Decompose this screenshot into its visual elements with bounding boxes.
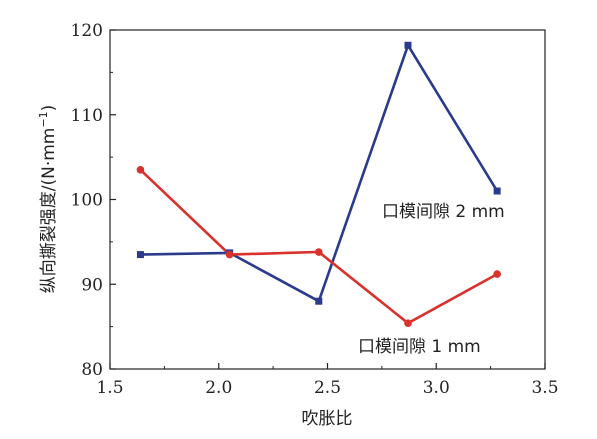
plot-area-frame [109, 29, 546, 370]
series-lines [139, 42, 499, 325]
series-label-1mm: 口模间隙 1 mm [358, 337, 481, 357]
y-axis-title-close: ) [39, 105, 59, 112]
x-tick-label: 3.5 [531, 378, 558, 398]
series-0-point [493, 187, 501, 195]
series-0-point [136, 251, 144, 259]
x-tick-label: 2.5 [314, 378, 341, 398]
axis-ticks: 1.5 2.0 2.5 3.0 3.5 80 90 100 110 120 [71, 21, 559, 398]
series-markers [136, 41, 501, 328]
y-axis-title: 纵向撕裂强度/(N·mm−1) [37, 105, 59, 293]
x-tick-label: 2.0 [205, 378, 232, 398]
series-label-2mm: 口模间隙 2 mm [382, 202, 505, 222]
series-0-point [404, 41, 412, 49]
y-tick-label: 100 [71, 191, 103, 211]
x-tick-label: 3.0 [423, 378, 450, 398]
series-1-point [136, 166, 145, 174]
series-1-point [315, 248, 323, 256]
y-tick-label: 90 [81, 275, 103, 295]
y-tick-label: 110 [71, 106, 103, 126]
series-1-point [225, 250, 234, 259]
series-line-0 [140, 42, 499, 304]
series-0-point [315, 297, 323, 305]
series-1-point [493, 270, 501, 278]
x-axis-title: 吹胀比 [302, 409, 353, 429]
y-tick-label: 80 [81, 360, 103, 380]
x-tick-label: 1.5 [96, 378, 123, 398]
y-tick-label: 120 [71, 21, 103, 41]
series-1-point [404, 319, 412, 328]
y-axis-title-main: 纵向撕裂强度/(N·mm [39, 128, 59, 294]
y-axis-title-superscript: −1 [37, 111, 50, 127]
